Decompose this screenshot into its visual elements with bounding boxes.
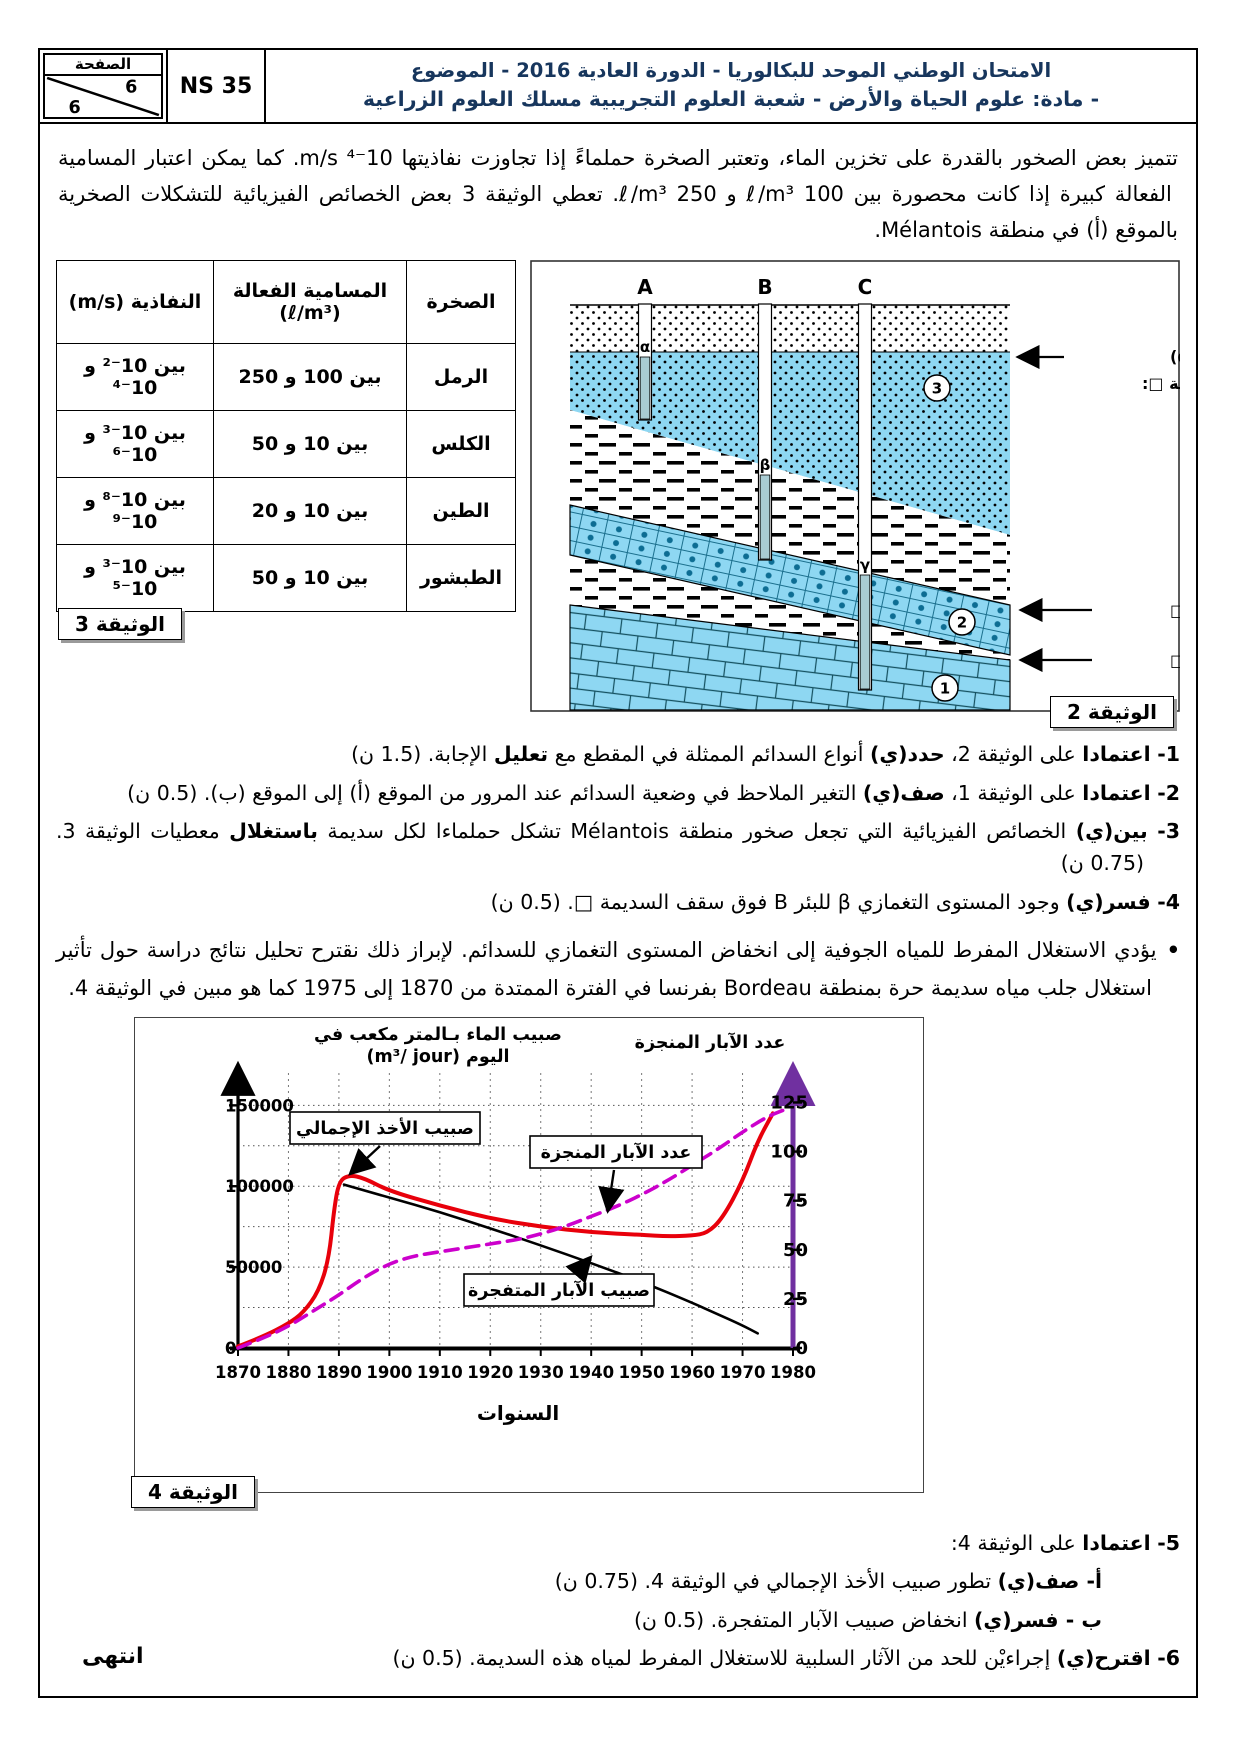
svg-text:0: 0 bbox=[225, 1339, 236, 1358]
label-wells-count: عدد الآبار المنجزة bbox=[529, 1135, 703, 1214]
svg-text:1980: 1980 bbox=[770, 1363, 816, 1382]
beta-level-label: β bbox=[760, 456, 771, 474]
col-porosity: المسامية الفعالة (ℓ/m³) bbox=[213, 260, 407, 345]
svg-text:50: 50 bbox=[783, 1240, 808, 1261]
chart-ticks: 1870 1880 1890 1900 1910 1920 1930 1940 1950 1960… bbox=[215, 1092, 816, 1382]
doc2-label: الوثيقة 2 bbox=[1050, 696, 1174, 729]
question-5: 5- اعتمادا على الوثيقة 4: bbox=[950, 1530, 1180, 1555]
gamma-level-label: γ bbox=[860, 556, 870, 574]
svg-text:1950: 1950 bbox=[619, 1363, 665, 1382]
questions-5-6: 5- اعتمادا على الوثيقة 4: أ- صف(ي) تطور … bbox=[56, 1527, 1180, 1675]
question-2: 2- اعتمادا على الوثيقة 1، صف(ي) التغير ا… bbox=[127, 780, 1180, 805]
svg-text:1890: 1890 bbox=[316, 1363, 362, 1382]
well-A bbox=[637, 303, 653, 421]
svg-text:25: 25 bbox=[783, 1289, 808, 1310]
x-axis-title: السنوات bbox=[477, 1401, 559, 1425]
doc3-table-block: الصخرة المسامية الفعالة (ℓ/m³) النفاذية … bbox=[56, 260, 516, 641]
svg-text:100: 100 bbox=[770, 1142, 808, 1163]
table-header-row: الصخرة المسامية الفعالة (ℓ/m³) النفاذية … bbox=[56, 260, 516, 345]
svg-text:1880: 1880 bbox=[265, 1363, 311, 1382]
documents-row: A B C α β γ 3 2 bbox=[56, 260, 1240, 729]
page-fraction-diagonal bbox=[46, 76, 160, 117]
bullet-mark: • bbox=[1166, 938, 1180, 963]
left-axis-title-line1: صبيب الماء بـالمتر مكعب في bbox=[314, 1025, 562, 1045]
page-box-caption: الصفحة bbox=[45, 55, 161, 76]
svg-text:عدد الآبار المنجزة: عدد الآبار المنجزة bbox=[541, 1142, 692, 1163]
roof1-annotation: سقف السديمة □ bbox=[1170, 651, 1180, 670]
doc4-label: الوثيقة 4 bbox=[131, 1475, 255, 1508]
doc2-figure: A B C α β γ 3 2 bbox=[530, 260, 1240, 729]
cross-section-diagram: A B C α β γ 3 2 bbox=[530, 260, 1240, 713]
alpha-annotation-line1: المستوى التغمازي(α) bbox=[1170, 347, 1180, 367]
svg-text:1940: 1940 bbox=[568, 1363, 614, 1382]
well-B bbox=[757, 303, 773, 561]
label-total-withdrawal: صبيب الأخذ الإجمالي bbox=[289, 1111, 481, 1176]
right-axis-title: عدد الآبار المنجزة bbox=[635, 1032, 786, 1053]
page-total: 6 bbox=[69, 98, 81, 117]
alpha-annotation-line2: للسديمة □: bbox=[1142, 374, 1180, 393]
flow-wells-chart: 1870 1880 1890 1900 1910 1920 1930 1940 1950 1960… bbox=[215, 1025, 816, 1425]
exam-code: NS 35 bbox=[166, 50, 266, 122]
exam-title-block: الامتحان الوطني الموحد للبكالوريا - الدو… bbox=[266, 50, 1196, 122]
well-C-label: C bbox=[858, 275, 873, 299]
question-3: 3- بين(ي) الخصائص الفيزيائية التي تجعل ص… bbox=[56, 819, 1180, 876]
intro-paragraph: تتميز بعض الصخور بالقدرة على تخزين الماء… bbox=[58, 146, 1178, 243]
layer-2-badge: 2 bbox=[948, 608, 976, 637]
exam-header: الامتحان الوطني الموحد للبكالوريا - الدو… bbox=[40, 50, 1196, 124]
table-row: الطبشور بين 10 و 50 بين 10⁻³ و 10⁻⁵ bbox=[56, 544, 516, 613]
svg-text:75: 75 bbox=[783, 1191, 808, 1212]
svg-text:2: 2 bbox=[957, 614, 967, 632]
question-1: 1- اعتمادا على الوثيقة 2، حدد(ي) أنواع ا… bbox=[351, 742, 1180, 767]
question-6: 6- اقترح(ي) إجراءيْن للحد من الآثار السل… bbox=[392, 1646, 1180, 1671]
roof2-annotation: سقف السديمة □ bbox=[1170, 601, 1180, 620]
svg-text:50000: 50000 bbox=[225, 1258, 282, 1277]
alpha-level-label: α bbox=[640, 338, 650, 356]
page-frame: الامتحان الوطني الموحد للبكالوريا - الدو… bbox=[38, 48, 1240, 1698]
page-number-box: الصفحة 6 6 bbox=[40, 50, 166, 122]
svg-text:1920: 1920 bbox=[467, 1363, 513, 1382]
well-A-label: A bbox=[637, 275, 653, 299]
page-num: 6 bbox=[125, 78, 137, 98]
label-artesian-flow: صبيب الآبار المتفجرة bbox=[463, 1254, 655, 1307]
svg-text:1960: 1960 bbox=[669, 1363, 715, 1382]
well-B-label: B bbox=[757, 275, 772, 299]
context-text: يؤدي الاستغلال المفرط للمياه الجوفية إلى… bbox=[56, 938, 1157, 1000]
svg-text:1870: 1870 bbox=[215, 1363, 261, 1382]
exam-title-line1: الامتحان الوطني الموحد للبكالوريا - الدو… bbox=[410, 59, 1052, 82]
table-row: الكلس بين 10 و 50 بين 10⁻³ و 10⁻⁶ bbox=[56, 410, 516, 479]
svg-text:1900: 1900 bbox=[366, 1363, 412, 1382]
left-axis-title-line2: اليوم (m³/ jour) bbox=[366, 1047, 509, 1067]
questions-1-4: 1- اعتمادا على الوثيقة 2، حدد(ي) أنواع ا… bbox=[56, 738, 1180, 918]
well-C bbox=[857, 303, 873, 691]
context-paragraph: • يؤدي الاستغلال المفرط للمياه الجوفية إل… bbox=[56, 932, 1180, 1007]
question-6-row: 6- اقترح(ي) إجراءيْن للحد من الآثار السل… bbox=[56, 1642, 1180, 1674]
svg-text:صبيب الآبار المتفجرة: صبيب الآبار المتفجرة bbox=[468, 1280, 650, 1301]
svg-text:1: 1 bbox=[940, 680, 950, 698]
end-marker: انتهى bbox=[82, 1644, 144, 1670]
svg-text:1930: 1930 bbox=[518, 1363, 564, 1382]
question-4: 4- فسر(ي) وجود المستوى التغمازي β للبئر … bbox=[490, 889, 1180, 914]
table-row: الطين بين 10 و 20 بين 10⁻⁸ و 10⁻⁹ bbox=[56, 477, 516, 546]
rock-properties-table: الصخرة المسامية الفعالة (ℓ/m³) النفاذية … bbox=[56, 260, 516, 613]
svg-text:0: 0 bbox=[795, 1338, 808, 1359]
exam-title-line2: - مادة: علوم الحياة والأرض - شعبة العلوم… bbox=[362, 87, 1100, 112]
col-permeability: النفاذية (m/s) bbox=[56, 260, 214, 345]
col-rock: الصخرة bbox=[406, 260, 516, 345]
svg-text:3: 3 bbox=[932, 380, 942, 398]
doc4-figure: 1870 1880 1890 1900 1910 1920 1930 1940 1950 1960… bbox=[131, 1016, 924, 1508]
page-fraction: 6 6 bbox=[45, 76, 161, 117]
svg-text:100000: 100000 bbox=[225, 1177, 294, 1196]
svg-text:1910: 1910 bbox=[417, 1363, 463, 1382]
question-5a: أ- صف(ي) تطور صبيب الأخذ الإجمالي في الو… bbox=[554, 1569, 1102, 1594]
layer-3-badge: 3 bbox=[923, 374, 951, 403]
svg-text:صبيب الأخذ الإجمالي: صبيب الأخذ الإجمالي bbox=[296, 1117, 474, 1139]
svg-text:125: 125 bbox=[770, 1092, 808, 1113]
doc3-label: الوثيقة 3 bbox=[58, 608, 182, 641]
svg-text:1970: 1970 bbox=[720, 1363, 766, 1382]
layer-1-badge: 1 bbox=[931, 674, 959, 703]
table-row: الرمل بين 100 و 250 بين 10⁻² و 10⁻⁴ bbox=[56, 343, 516, 412]
question-5b: ب - فسر(ي) انخفاض صبيب الآبار المتفجرة. … bbox=[633, 1607, 1102, 1632]
svg-text:150000: 150000 bbox=[225, 1096, 294, 1115]
